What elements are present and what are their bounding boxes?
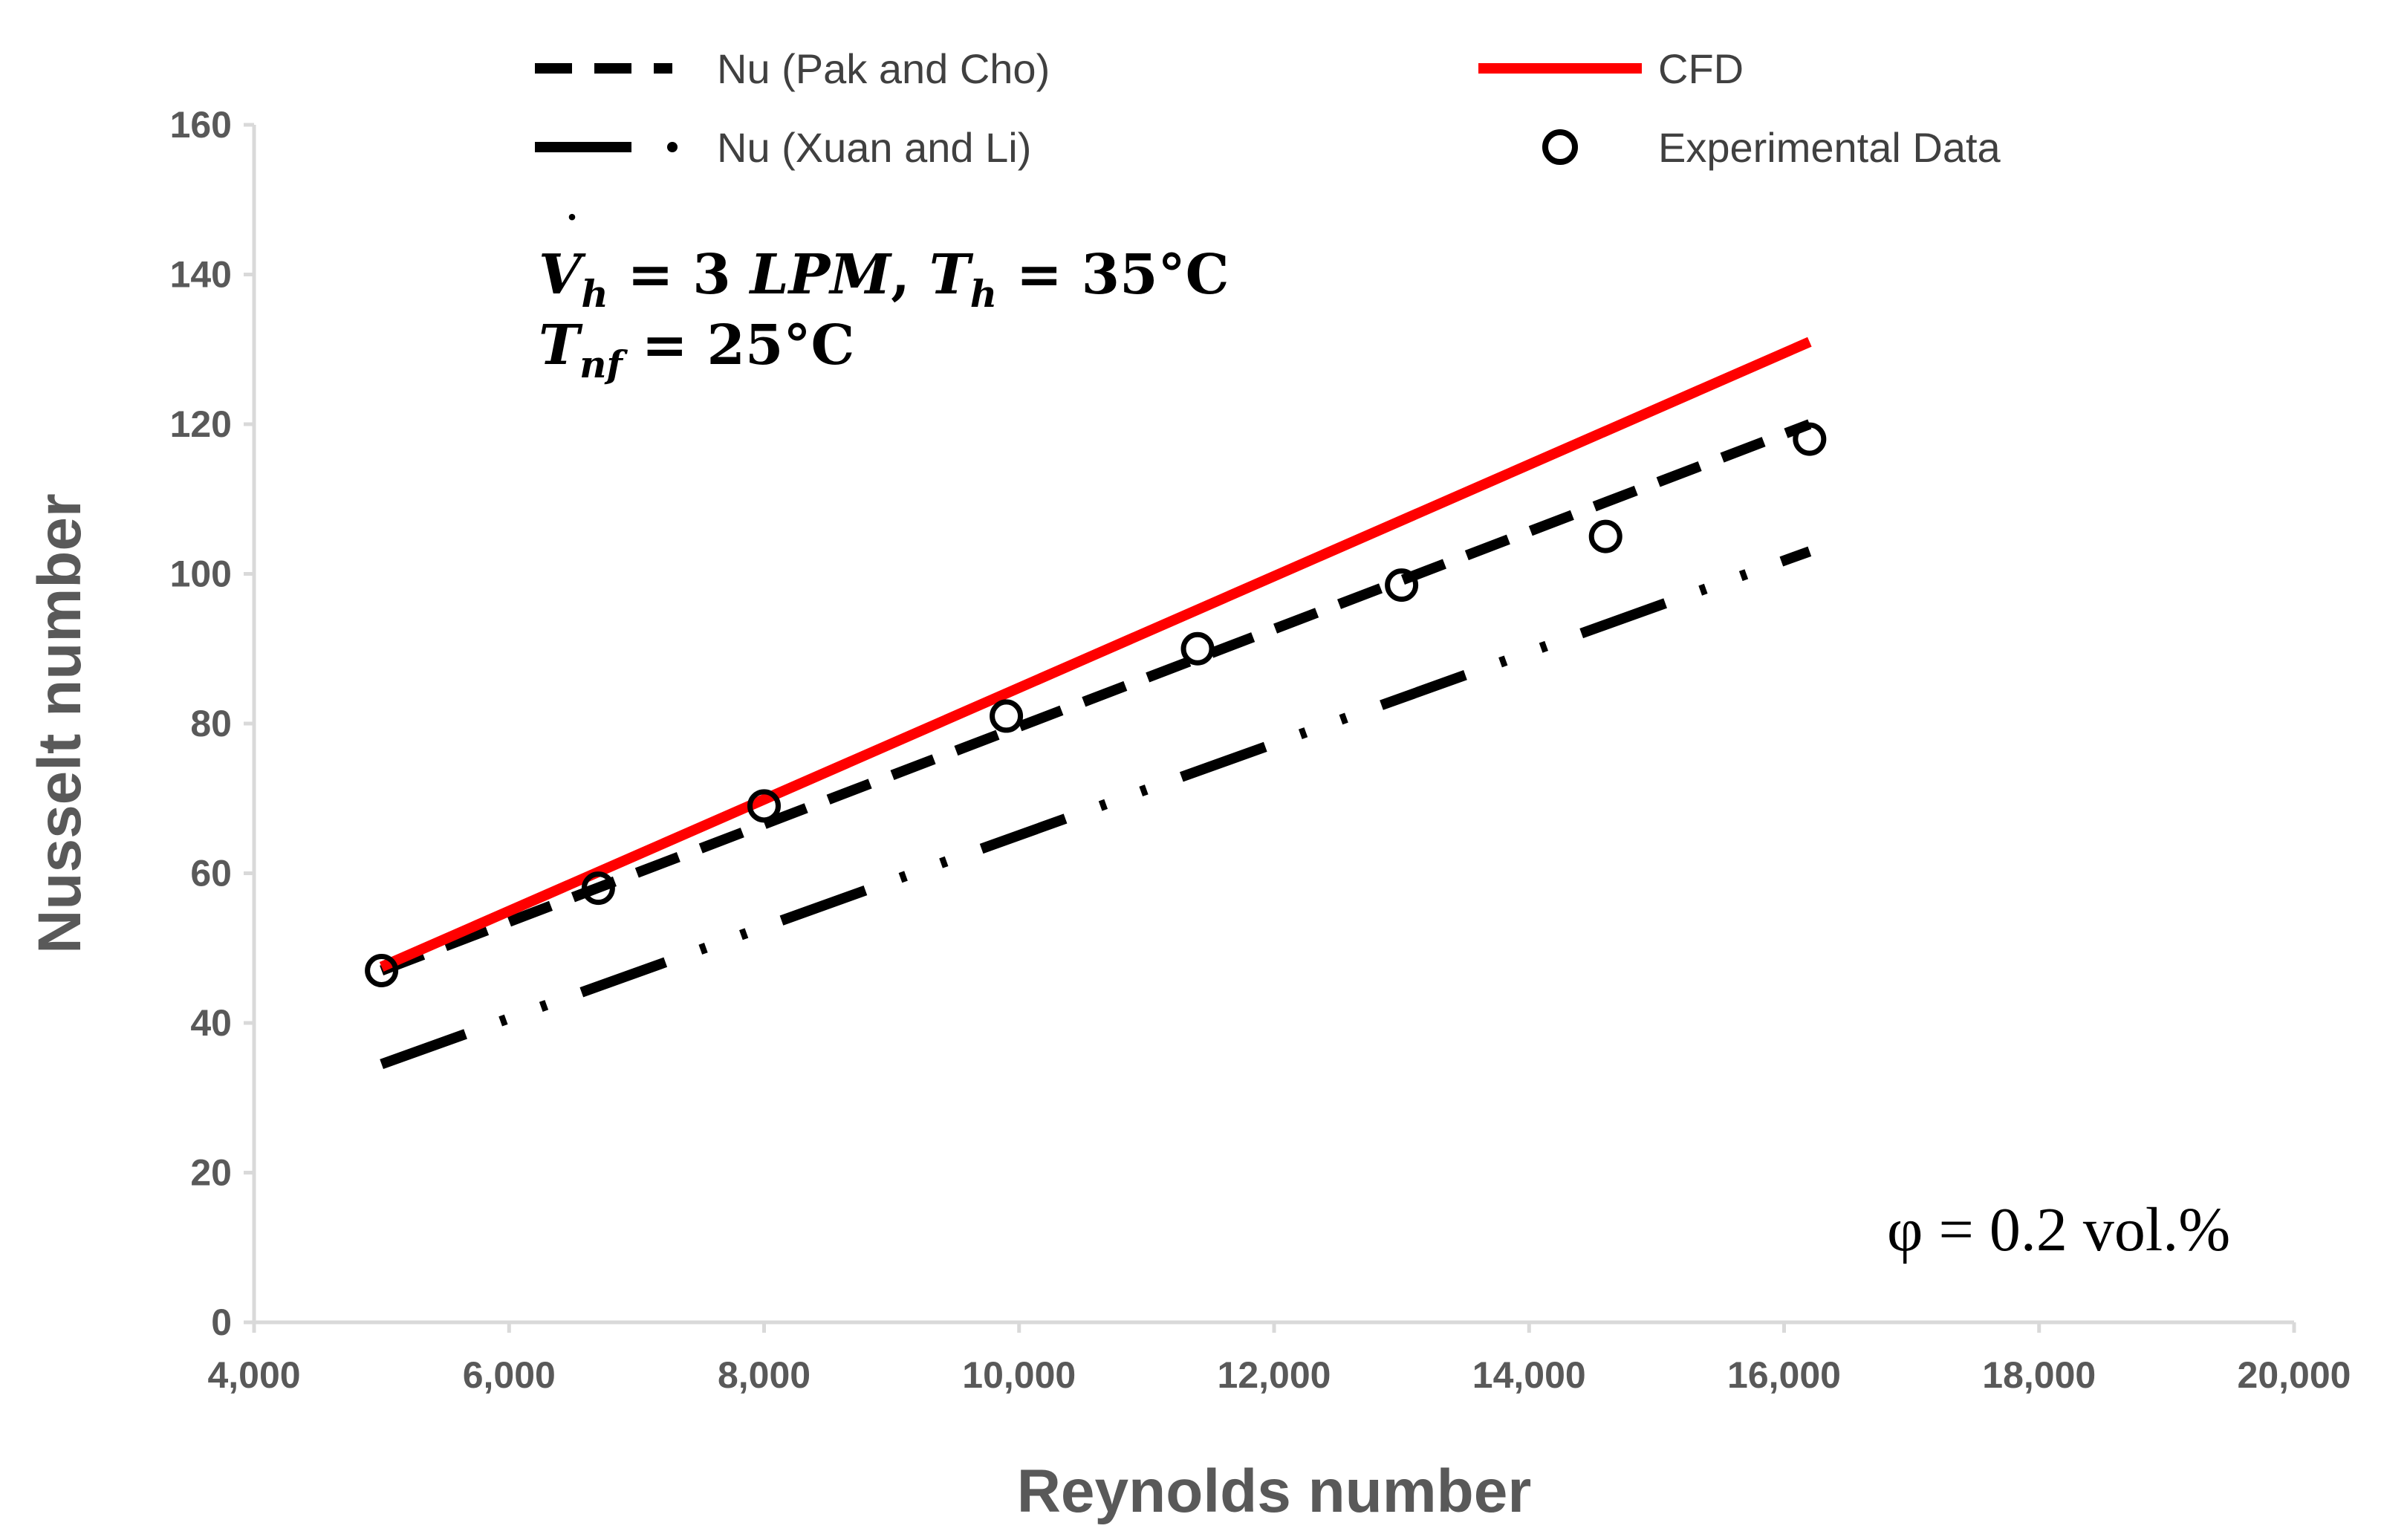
series-layer	[365, 337, 1827, 1070]
y-tick-label: 160	[170, 104, 232, 146]
condition-line-2: Tnf = 25°C	[539, 313, 854, 386]
concentration-label: φ = 0.2 vol.%	[1887, 1195, 2230, 1264]
series-line-nu-xuan-and-li	[380, 546, 1812, 1070]
x-ticks: 4,000 6,000 8,000 10,000 12,000 14,000 16,000 1…	[207, 1322, 2351, 1396]
y-tick-label: 0	[211, 1302, 232, 1343]
y-axis-title: Nusselt number	[26, 493, 94, 954]
cond-v: V	[539, 243, 586, 307]
series-line-nu-pak-and-cho	[380, 419, 1812, 976]
legend-swatch-xuan-li-dot	[667, 142, 678, 152]
experimental-data-point	[581, 871, 615, 906]
y-ticks: 0 20 40 60 80 100 120 140 160	[170, 104, 254, 1343]
y-tick-label: 120	[170, 403, 232, 445]
experimental-data-point	[1180, 631, 1215, 666]
y-tick-label: 60	[190, 853, 232, 894]
x-axis-title: Reynolds number	[1017, 1458, 1532, 1525]
x-tick-label: 12,000	[1218, 1354, 1331, 1396]
cond2-t: T	[539, 313, 583, 377]
x-tick-label: 18,000	[1982, 1354, 2096, 1396]
axes: 0 20 40 60 80 100 120 140 160 4,000 6,000 8,000 10,…	[170, 104, 2351, 1396]
x-tick-label: 20,000	[2238, 1354, 2351, 1396]
experimental-data-point	[747, 789, 781, 823]
x-tick-label: 10,000	[962, 1354, 1076, 1396]
legend-label-cfd: CFD	[1658, 45, 1744, 92]
y-tick-label: 20	[190, 1152, 232, 1194]
y-tick-label: 140	[170, 254, 232, 296]
x-tick-label: 6,000	[463, 1354, 556, 1396]
y-tick-label: 40	[190, 1002, 232, 1044]
legend-label-pak-cho: Nu (Pak and Cho)	[717, 45, 1050, 92]
legend-swatch-experimental	[1542, 129, 1578, 165]
series-line-cfd	[379, 337, 1812, 972]
experimental-data-point	[1588, 519, 1622, 553]
x-tick-label: 14,000	[1472, 1354, 1586, 1396]
condition-line-1: Vh = 3 LPM, Th = 35°C	[539, 243, 1230, 316]
cond-t-sub: h	[970, 272, 997, 316]
cond-unit1: LPM	[749, 243, 893, 307]
x-tick-label: 16,000	[1727, 1354, 1841, 1396]
legend-label-xuan-li: Nu (Xuan and Li)	[717, 124, 1031, 171]
experimental-data-point	[1793, 422, 1827, 456]
x-tick-label: 4,000	[207, 1354, 300, 1396]
y-tick-label: 100	[170, 553, 232, 595]
cond-eq1: = 3	[608, 243, 750, 307]
legend: Nu (Pak and Cho) Nu (Xuan and Li) CFD Ex…	[535, 45, 2001, 171]
cond-comma: ,	[891, 243, 929, 307]
v-dot: ˙	[561, 208, 583, 260]
cond-v-sub: h	[581, 272, 608, 316]
experimental-data-point	[365, 953, 399, 987]
x-tick-label: 8,000	[718, 1354, 811, 1396]
legend-label-experimental: Experimental Data	[1658, 124, 2001, 171]
cond2-eq: = 25°C	[623, 313, 854, 377]
cond-t: T	[929, 243, 974, 307]
experimental-data-point	[1385, 568, 1419, 602]
experimental-data-point	[990, 699, 1024, 733]
cond2-t-sub: nf	[579, 342, 628, 386]
y-tick-label: 80	[190, 703, 232, 744]
cond-eq2: = 35°C	[997, 243, 1229, 307]
